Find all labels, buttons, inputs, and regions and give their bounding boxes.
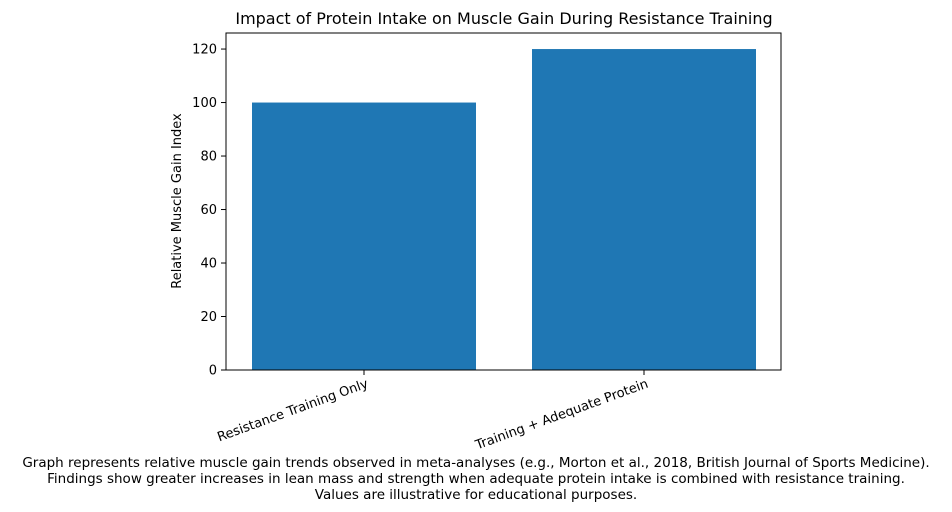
y-tick-label-4: 80 <box>200 150 217 165</box>
y-tick-label-3: 60 <box>200 203 217 218</box>
y-tick-label-6: 120 <box>192 43 217 58</box>
y-axis-label: Relative Muscle Gain Index <box>170 113 185 289</box>
y-tick-label-5: 100 <box>192 96 217 111</box>
x-tick-label-1: Training + Adequate Protein <box>473 377 651 454</box>
plot-frame <box>225 32 782 371</box>
y-axis: 0 20 40 60 80 100 120 <box>192 43 226 379</box>
bar-0 <box>252 102 476 371</box>
caption: Graph represents relative muscle gain tr… <box>0 455 952 503</box>
y-tick-label-0: 0 <box>209 364 217 379</box>
caption-line-2: Findings show greater increases in lean … <box>47 471 905 487</box>
caption-line-1: Graph represents relative muscle gain tr… <box>22 455 930 471</box>
x-axis: Resistance Training Only Training + Adequ… <box>215 370 650 454</box>
x-tick-label-0: Resistance Training Only <box>215 377 370 446</box>
chart-title: Impact of Protein Intake on Muscle Gain … <box>235 9 772 28</box>
y-tick-label-1: 20 <box>200 310 217 325</box>
bars-group <box>252 49 756 371</box>
bar-1 <box>532 49 756 371</box>
y-tick-label-2: 40 <box>200 257 217 272</box>
caption-line-3: Values are illustrative for educational … <box>314 487 638 503</box>
